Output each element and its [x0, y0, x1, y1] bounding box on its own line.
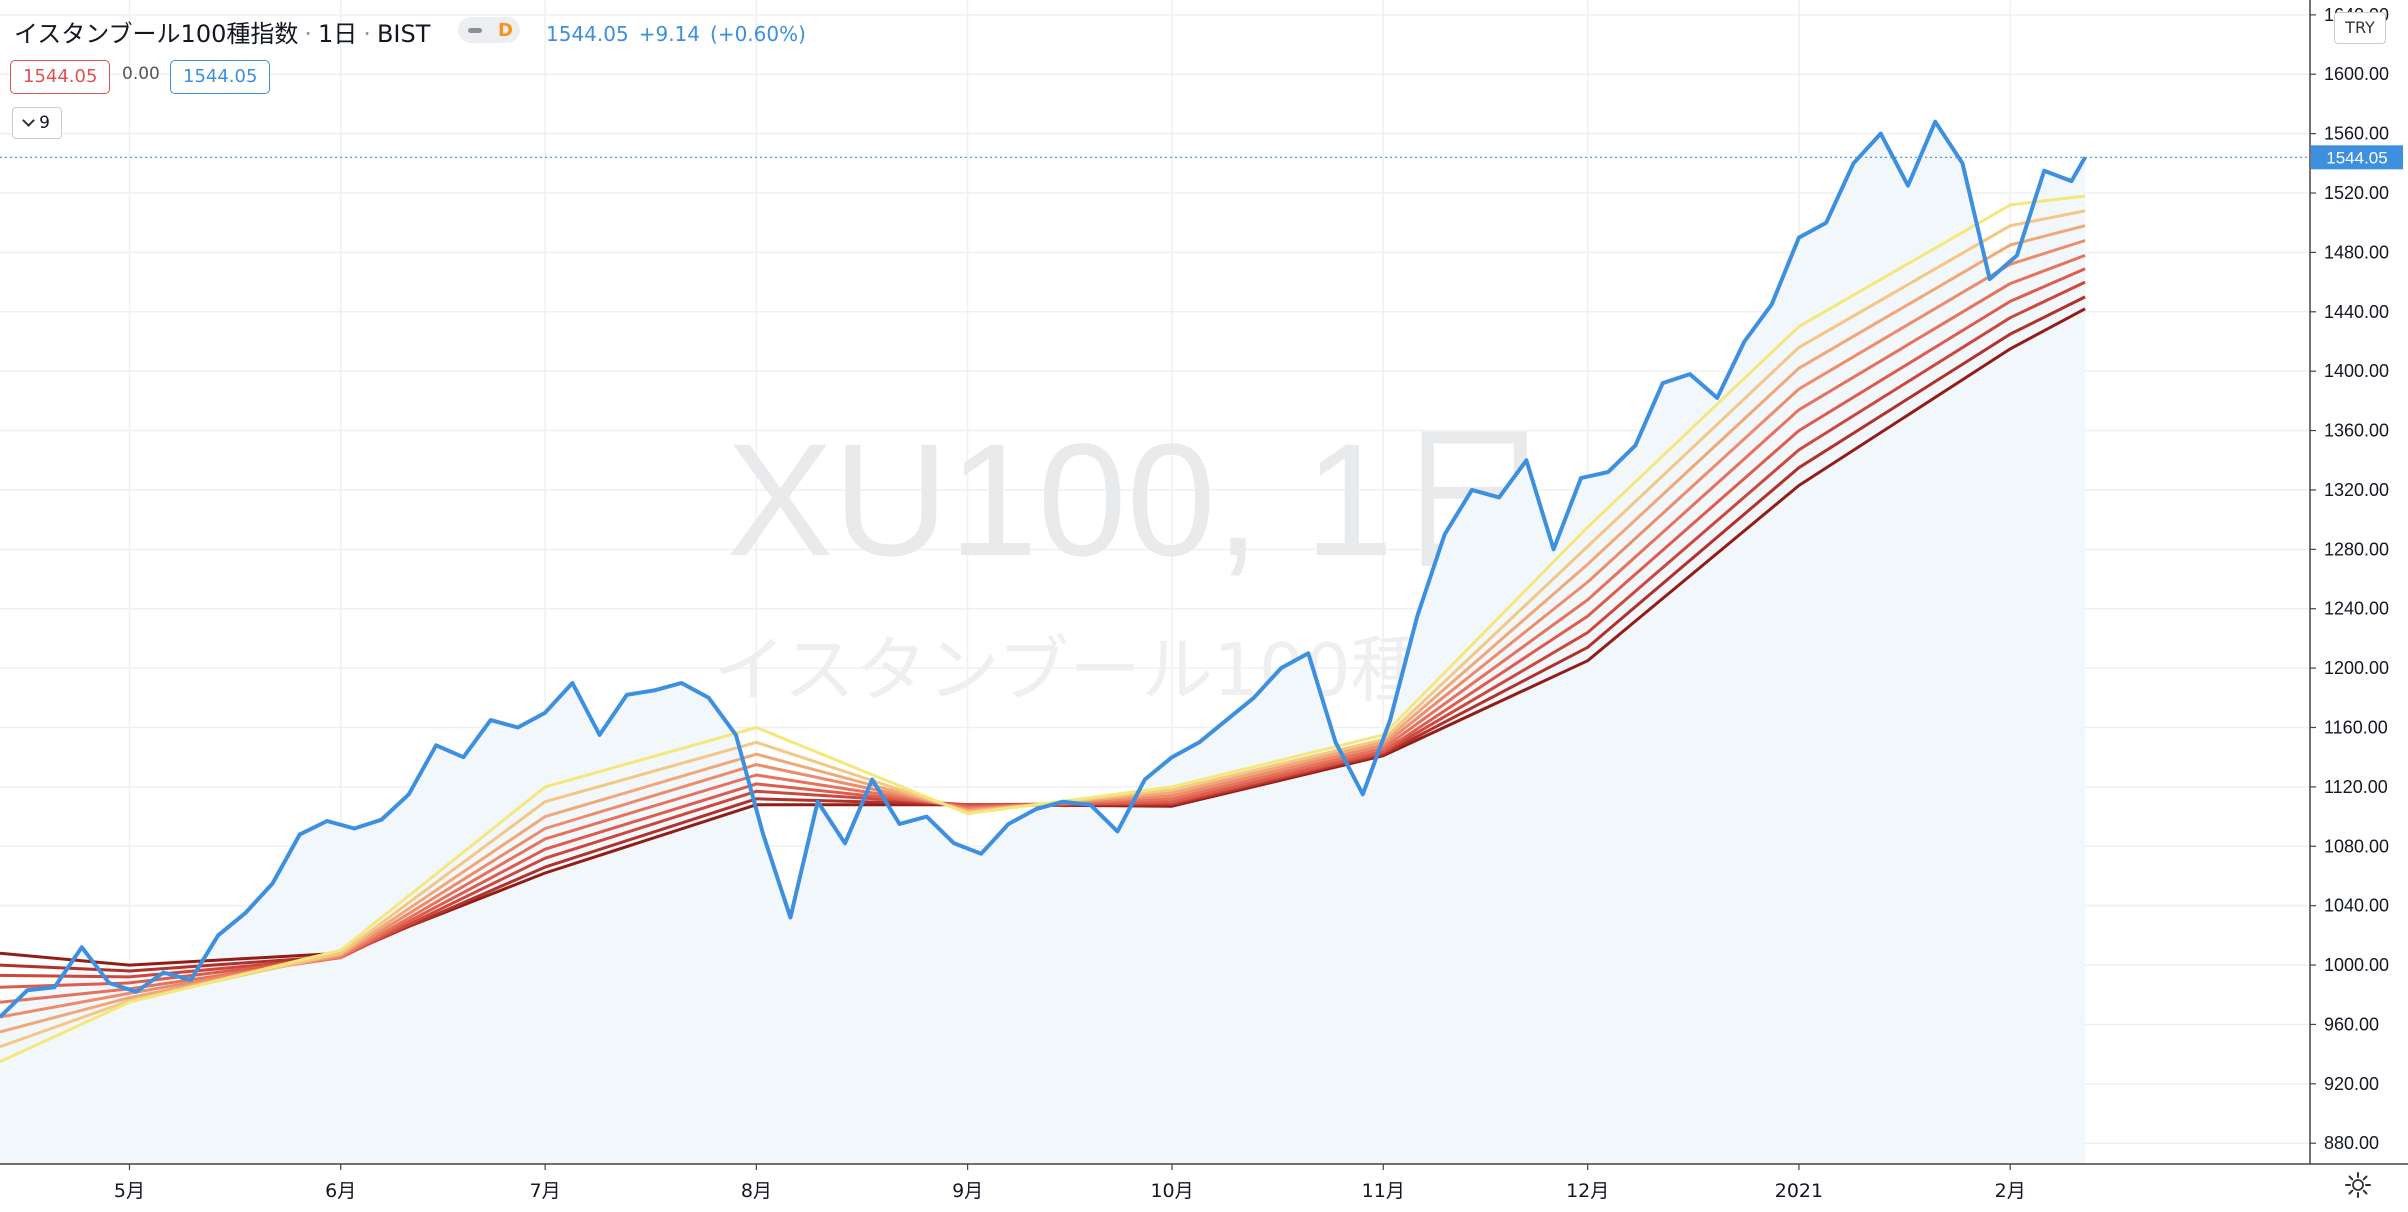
quote-values: 1544.05 +9.14 (+0.60%) — [546, 22, 816, 46]
symbol-title[interactable]: イスタンブール100種指数 · 1日 · BIST — [14, 20, 431, 48]
x-tick-label: 2021 — [1775, 1180, 1823, 1202]
watermark-symbol: XU100, 1日 — [726, 410, 1553, 589]
x-tick-label: 2月 — [1995, 1180, 2026, 1202]
y-tick-label: 1000.00 — [2324, 955, 2389, 975]
svg-text:1544.05: 1544.05 — [2326, 148, 2387, 167]
y-tick-label: 880.00 — [2324, 1133, 2379, 1153]
y-tick-label: 1240.00 — [2324, 599, 2389, 619]
y-tick-label: 1320.00 — [2324, 480, 2389, 500]
x-tick-label: 8月 — [741, 1180, 772, 1202]
x-tick-label: 7月 — [530, 1180, 561, 1202]
last-price-label: 1544.05 — [2311, 145, 2403, 170]
change-percent: (+0.60%) — [710, 22, 806, 46]
symbol-name: イスタンブール100種指数 — [14, 20, 299, 48]
dash-icon — [468, 27, 482, 33]
x-tick-label: 11月 — [1362, 1180, 1405, 1202]
time-scale[interactable]: 5月 6月 7月 8月 9月 10月 11月 12月 2021 2月 — [114, 1164, 2026, 1202]
exchange-label: BIST — [376, 20, 431, 48]
y-tick-label: 1080.00 — [2324, 836, 2389, 856]
price-scale[interactable]: 880.00 920.00 960.00 1000.00 1040.00 1080.00 1… — [2310, 5, 2389, 1153]
ribbon-first-value[interactable]: 1544.05 — [10, 60, 111, 94]
y-tick-label: 1120.00 — [2324, 777, 2388, 797]
y-tick-label: 1440.00 — [2324, 302, 2389, 322]
y-tick-label: 1040.00 — [2324, 896, 2389, 916]
price-area-fill — [0, 121, 2086, 1165]
x-tick-label: 5月 — [114, 1180, 145, 1202]
y-tick-label: 1400.00 — [2324, 361, 2389, 381]
delayed-badge: D — [498, 19, 513, 41]
indicator-count: 9 — [39, 113, 50, 133]
last-price-value: 1544.05 — [546, 22, 629, 46]
gear-icon[interactable] — [2344, 1171, 2372, 1199]
y-tick-label: 1520.00 — [2324, 183, 2389, 203]
y-tick-label: 1200.00 — [2324, 658, 2389, 678]
currency-button[interactable]: TRY — [2334, 12, 2386, 44]
price-area — [0, 121, 2086, 1165]
y-tick-label: 1560.00 — [2324, 124, 2389, 144]
ribbon-last-value[interactable]: 1544.05 — [170, 60, 271, 94]
x-tick-label: 12月 — [1566, 1180, 1609, 1202]
market-status-toggle[interactable]: D — [458, 17, 520, 43]
x-tick-label: 6月 — [325, 1180, 356, 1202]
y-tick-label: 920.00 — [2324, 1074, 2379, 1094]
chevron-down-icon — [22, 114, 35, 127]
price-line — [0, 119, 2087, 1019]
ribbon-zero-value: 0.00 — [122, 64, 160, 84]
interval-label: 1日 — [318, 20, 358, 48]
y-tick-label: 1600.00 — [2324, 64, 2389, 84]
y-tick-label: 960.00 — [2324, 1014, 2379, 1034]
change-value: +9.14 — [638, 22, 701, 46]
x-tick-label: 10月 — [1150, 1180, 1193, 1202]
y-tick-label: 1480.00 — [2324, 242, 2389, 262]
indicator-collapse-button[interactable]: 9 — [12, 107, 62, 139]
price-series — [0, 119, 2087, 1019]
y-tick-label: 1160.00 — [2324, 718, 2388, 738]
ma-line-1 — [0, 194, 2086, 1063]
y-tick-label: 1360.00 — [2324, 421, 2389, 441]
y-tick-label: 1280.00 — [2324, 539, 2389, 559]
x-tick-label: 9月 — [952, 1180, 983, 1202]
